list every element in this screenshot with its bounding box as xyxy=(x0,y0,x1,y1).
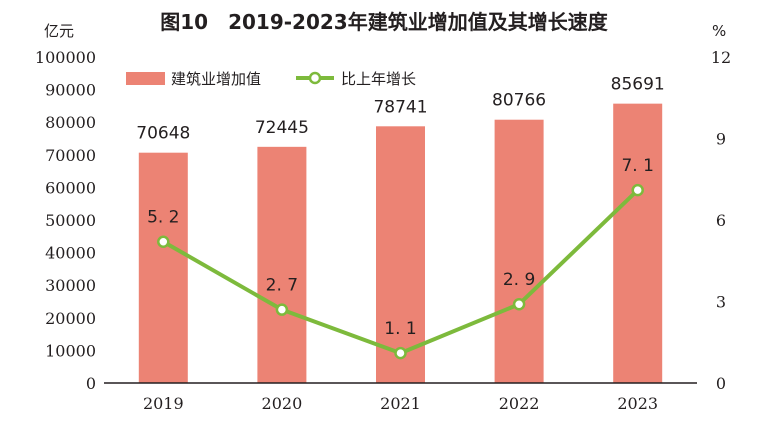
bar-value-labels: 70648 72445 78741 80766 85691 xyxy=(136,75,664,144)
left-axis-unit: 亿元 xyxy=(44,22,74,40)
line-series xyxy=(157,183,644,360)
bar xyxy=(494,119,544,383)
left-tick-label: 100000 xyxy=(35,48,96,67)
bar-label: 80766 xyxy=(492,91,546,111)
bar-series xyxy=(138,103,663,384)
line-point xyxy=(512,297,526,311)
left-tick-label: 10000 xyxy=(45,341,96,360)
line-point xyxy=(394,346,407,360)
left-tick-label: 30000 xyxy=(45,276,96,295)
x-tick-label: 2022 xyxy=(499,394,540,413)
left-tick-label: 0 xyxy=(86,374,96,393)
legend-bar-swatch xyxy=(126,72,165,85)
x-tick-label: 2023 xyxy=(617,394,658,413)
legend: 建筑业增加值 比上年增长 xyxy=(126,70,416,88)
bar xyxy=(257,146,307,383)
bar xyxy=(613,103,663,383)
left-tick-label: 80000 xyxy=(45,113,96,132)
right-axis-unit: % xyxy=(712,22,726,40)
left-tick-label: 60000 xyxy=(45,178,96,197)
line-point xyxy=(275,303,289,316)
x-tick-label: 2021 xyxy=(380,394,421,413)
line-label: 1. 1 xyxy=(384,319,416,339)
left-tick-label: 40000 xyxy=(45,244,96,263)
right-tick-label: 0 xyxy=(716,374,726,393)
line-point xyxy=(631,183,644,197)
bar xyxy=(376,126,425,384)
bar xyxy=(138,152,188,383)
legend-line-marker xyxy=(308,71,322,85)
line-label: 2. 7 xyxy=(266,276,298,296)
line-label: 5. 2 xyxy=(147,208,179,228)
x-tick-label: 2020 xyxy=(262,394,303,413)
line-point xyxy=(157,235,170,248)
left-axis-ticks: 0 10000 20000 30000 40000 50000 60000 70000 8000… xyxy=(35,48,96,393)
left-tick-label: 70000 xyxy=(45,146,96,165)
bar-label: 85691 xyxy=(611,75,665,95)
x-tick-label: 2019 xyxy=(143,394,184,413)
right-axis-ticks: 0 3 6 9 12 xyxy=(711,48,731,393)
line-value-labels: 5. 2 2. 7 1. 1 2. 9 7. 1 xyxy=(147,156,654,339)
bar-label: 78741 xyxy=(373,97,427,117)
legend-bar-label: 建筑业增加值 xyxy=(171,70,261,88)
x-axis-ticks: 2019 2020 2021 2022 2023 xyxy=(143,394,658,413)
right-tick-label: 3 xyxy=(716,293,726,312)
line-label: 2. 9 xyxy=(503,270,535,290)
left-tick-label: 90000 xyxy=(45,81,96,100)
right-tick-label: 6 xyxy=(716,211,726,230)
right-tick-label: 9 xyxy=(716,130,726,149)
line-label: 7. 1 xyxy=(621,156,653,176)
chart-title: 图10 2019-2023年建筑业增加值及其增长速度 xyxy=(160,10,608,34)
legend-line-label: 比上年增长 xyxy=(341,70,416,88)
bar-label: 72445 xyxy=(255,118,309,138)
bar-label: 70648 xyxy=(136,124,190,144)
left-tick-label: 20000 xyxy=(45,309,96,328)
right-tick-label: 12 xyxy=(711,48,731,67)
left-tick-label: 50000 xyxy=(45,211,96,230)
